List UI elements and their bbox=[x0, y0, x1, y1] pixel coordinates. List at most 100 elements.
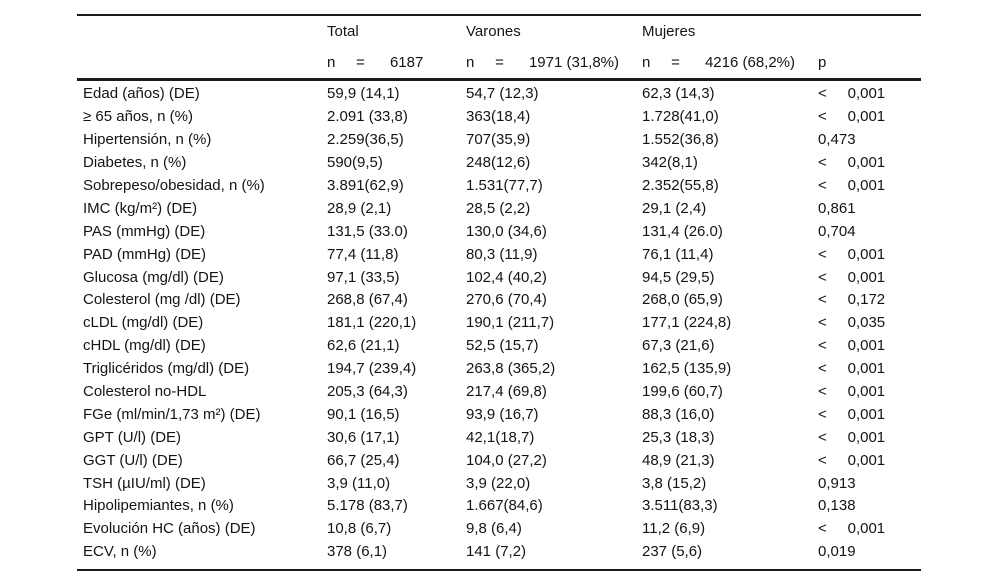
row-label: Triglicéridos (mg/dl) (DE) bbox=[83, 360, 250, 378]
table-row: Glucosa (mg/dl) (DE) 97,1 (33,5) 102,4 (… bbox=[77, 266, 921, 289]
cell-mujeres-value: 11,2 (6,9) bbox=[642, 520, 706, 538]
cell-varones-value: 80,3 (11,9) bbox=[466, 245, 538, 263]
n-count-mujeres: n = 4216 (68,2%) bbox=[642, 53, 796, 71]
row-label: Hipertensión, n (%) bbox=[83, 131, 212, 149]
row-label: Colesterol (mg /dl) (DE) bbox=[83, 291, 241, 309]
cell-mujeres-value: 131,4 (26.0) bbox=[642, 222, 723, 240]
cell-total-value: 28,9 (2,1) bbox=[327, 199, 392, 217]
cell-mujeres-value: 1.728(41,0) bbox=[642, 108, 719, 126]
cell-total-value: 2.091 (33,8) bbox=[327, 108, 408, 126]
table-row: IMC (kg/m²) (DE) 28,9 (2,1) 28,5 (2,2) 2… bbox=[77, 197, 921, 220]
table-row: Edad (años) (DE) 59,9 (14,1) 54,7 (12,3)… bbox=[77, 83, 921, 106]
n-count-varones: n = 1971 (31,8%) bbox=[466, 53, 620, 71]
row-label: PAS (mmHg) (DE) bbox=[83, 222, 206, 240]
cell-mujeres-value: 1.552(36,8) bbox=[642, 131, 719, 149]
table-row: GGT (U/l) (DE) 66,7 (25,4) 104,0 (27,2) … bbox=[77, 449, 921, 472]
cell-total-value: 59,9 (14,1) bbox=[327, 85, 400, 103]
cell-mujeres-value: 76,1 (11,4) bbox=[642, 245, 714, 263]
table-header-rule bbox=[77, 78, 921, 81]
cell-p-value: < 0,001 bbox=[818, 405, 886, 423]
table-row: Sobrepeso/obesidad, n (%) 3.891(62,9) 1.… bbox=[77, 174, 921, 197]
row-label: FGe (ml/min/1,73 m²) (DE) bbox=[83, 405, 261, 423]
cell-p-value: < 0,001 bbox=[818, 85, 886, 103]
cell-varones-value: 93,9 (16,7) bbox=[466, 405, 539, 423]
cell-varones-value: 52,5 (15,7) bbox=[466, 337, 539, 355]
cell-varones-value: 3,9 (22,0) bbox=[466, 474, 531, 492]
cell-total-value: 30,6 (17,1) bbox=[327, 428, 400, 446]
table-row: Evolución HC (años) (DE) 10,8 (6,7) 9,8 … bbox=[77, 517, 921, 540]
cell-total-value: 205,3 (64,3) bbox=[327, 383, 408, 401]
cell-total-value: 590(9,5) bbox=[327, 154, 383, 172]
cell-mujeres-value: 162,5 (135,9) bbox=[642, 360, 732, 378]
cell-total-value: 97,1 (33,5) bbox=[327, 268, 400, 286]
cell-p-value: < 0,001 bbox=[818, 245, 886, 263]
cell-mujeres-value: 199,6 (60,7) bbox=[642, 383, 723, 401]
cell-p-value: < 0,001 bbox=[818, 428, 886, 446]
cell-varones-value: 1.667(84,6) bbox=[466, 497, 543, 515]
clinical-characteristics-table: Total Varones Mujeres n = 6187 n = 1971 … bbox=[77, 14, 921, 571]
cell-mujeres-value: 177,1 (224,8) bbox=[642, 314, 732, 332]
cell-varones-value: 707(35,9) bbox=[466, 131, 531, 149]
cell-mujeres-value: 25,3 (18,3) bbox=[642, 428, 715, 446]
cell-mujeres-value: 29,1 (2,4) bbox=[642, 199, 707, 217]
table-row: PAD (mmHg) (DE) 77,4 (11,8) 80,3 (11,9) … bbox=[77, 243, 921, 266]
table-row: GPT (U/l) (DE) 30,6 (17,1) 42,1(18,7) 25… bbox=[77, 426, 921, 449]
table-row: Colesterol (mg /dl) (DE) 268,8 (67,4) 27… bbox=[77, 289, 921, 312]
cell-total-value: 378 (6,1) bbox=[327, 543, 388, 561]
cell-total-value: 77,4 (11,8) bbox=[327, 245, 399, 263]
cell-mujeres-value: 342(8,1) bbox=[642, 154, 698, 172]
table-bottom-rule bbox=[77, 569, 921, 571]
cell-p-value: 0,138 bbox=[818, 497, 856, 515]
cell-p-value: < 0,172 bbox=[818, 291, 886, 309]
cell-mujeres-value: 2.352(55,8) bbox=[642, 177, 719, 194]
cell-p-value: < 0,001 bbox=[818, 383, 886, 401]
table-row: cHDL (mg/dl) (DE) 62,6 (21,1) 52,5 (15,7… bbox=[77, 334, 921, 357]
table-row: ECV, n (%) 378 (6,1) 141 (7,2) 237 (5,6)… bbox=[77, 540, 921, 563]
table-row: Triglicéridos (mg/dl) (DE) 194,7 (239,4)… bbox=[77, 357, 921, 380]
table-row: Hipolipemiantes, n (%) 5.178 (83,7) 1.66… bbox=[77, 495, 921, 518]
table-row: Colesterol no-HDL 205,3 (64,3) 217,4 (69… bbox=[77, 380, 921, 403]
cell-total-value: 62,6 (21,1) bbox=[327, 337, 400, 355]
cell-total-value: 2.259(36,5) bbox=[327, 131, 404, 149]
table-row: FGe (ml/min/1,73 m²) (DE) 90,1 (16,5) 93… bbox=[77, 403, 921, 426]
column-header-total: Total bbox=[327, 22, 359, 40]
table-body: Edad (años) (DE) 59,9 (14,1) 54,7 (12,3)… bbox=[77, 81, 921, 570]
cell-varones-value: 9,8 (6,4) bbox=[466, 520, 522, 538]
row-label: Sobrepeso/obesidad, n (%) bbox=[83, 177, 265, 194]
cell-p-value: < 0,001 bbox=[818, 177, 886, 194]
cell-mujeres-value: 268,0 (65,9) bbox=[642, 291, 723, 309]
cell-p-value: < 0,001 bbox=[818, 451, 886, 469]
cell-varones-value: 141 (7,2) bbox=[466, 543, 527, 561]
table-row: cLDL (mg/dl) (DE) 181,1 (220,1) 190,1 (2… bbox=[77, 311, 921, 334]
row-label: PAD (mmHg) (DE) bbox=[83, 245, 207, 263]
cell-total-value: 181,1 (220,1) bbox=[327, 314, 417, 332]
column-header-p: p bbox=[818, 53, 827, 71]
row-label: Edad (años) (DE) bbox=[83, 85, 200, 103]
column-header-mujeres: Mujeres bbox=[642, 22, 696, 40]
cell-varones-value: 1.531(77,7) bbox=[466, 177, 543, 194]
cell-mujeres-value: 94,5 (29,5) bbox=[642, 268, 715, 286]
row-label: Colesterol no-HDL bbox=[83, 383, 207, 401]
cell-total-value: 268,8 (67,4) bbox=[327, 291, 408, 309]
row-label: Evolución HC (años) (DE) bbox=[83, 520, 256, 538]
cell-mujeres-value: 62,3 (14,3) bbox=[642, 85, 715, 103]
cell-p-value: < 0,001 bbox=[818, 268, 886, 286]
cell-p-value: 0,913 bbox=[818, 474, 856, 492]
header-n-row: n = 6187 n = 1971 (31,8%) n = 4216 (68,2… bbox=[77, 47, 921, 78]
table-row: Diabetes, n (%) 590(9,5) 248(12,6) 342(8… bbox=[77, 151, 921, 174]
cell-p-value: 0,019 bbox=[818, 543, 856, 561]
cell-total-value: 5.178 (83,7) bbox=[327, 497, 408, 515]
cell-mujeres-value: 237 (5,6) bbox=[642, 543, 703, 561]
cell-varones-value: 104,0 (27,2) bbox=[466, 451, 547, 469]
row-label: ≥ 65 años, n (%) bbox=[83, 108, 193, 126]
cell-varones-value: 363(18,4) bbox=[466, 108, 531, 126]
cell-p-value: 0,704 bbox=[818, 222, 856, 240]
row-label: ECV, n (%) bbox=[83, 543, 157, 561]
cell-p-value: < 0,001 bbox=[818, 154, 886, 172]
column-header-varones: Varones bbox=[466, 22, 521, 40]
table-row: ≥ 65 años, n (%) 2.091 (33,8) 363(18,4) … bbox=[77, 105, 921, 128]
table-header: Total Varones Mujeres n = 6187 n = 1971 … bbox=[77, 16, 921, 79]
cell-p-value: 0,473 bbox=[818, 131, 856, 149]
row-label: Hipolipemiantes, n (%) bbox=[83, 497, 234, 515]
row-label: IMC (kg/m²) (DE) bbox=[83, 199, 198, 217]
